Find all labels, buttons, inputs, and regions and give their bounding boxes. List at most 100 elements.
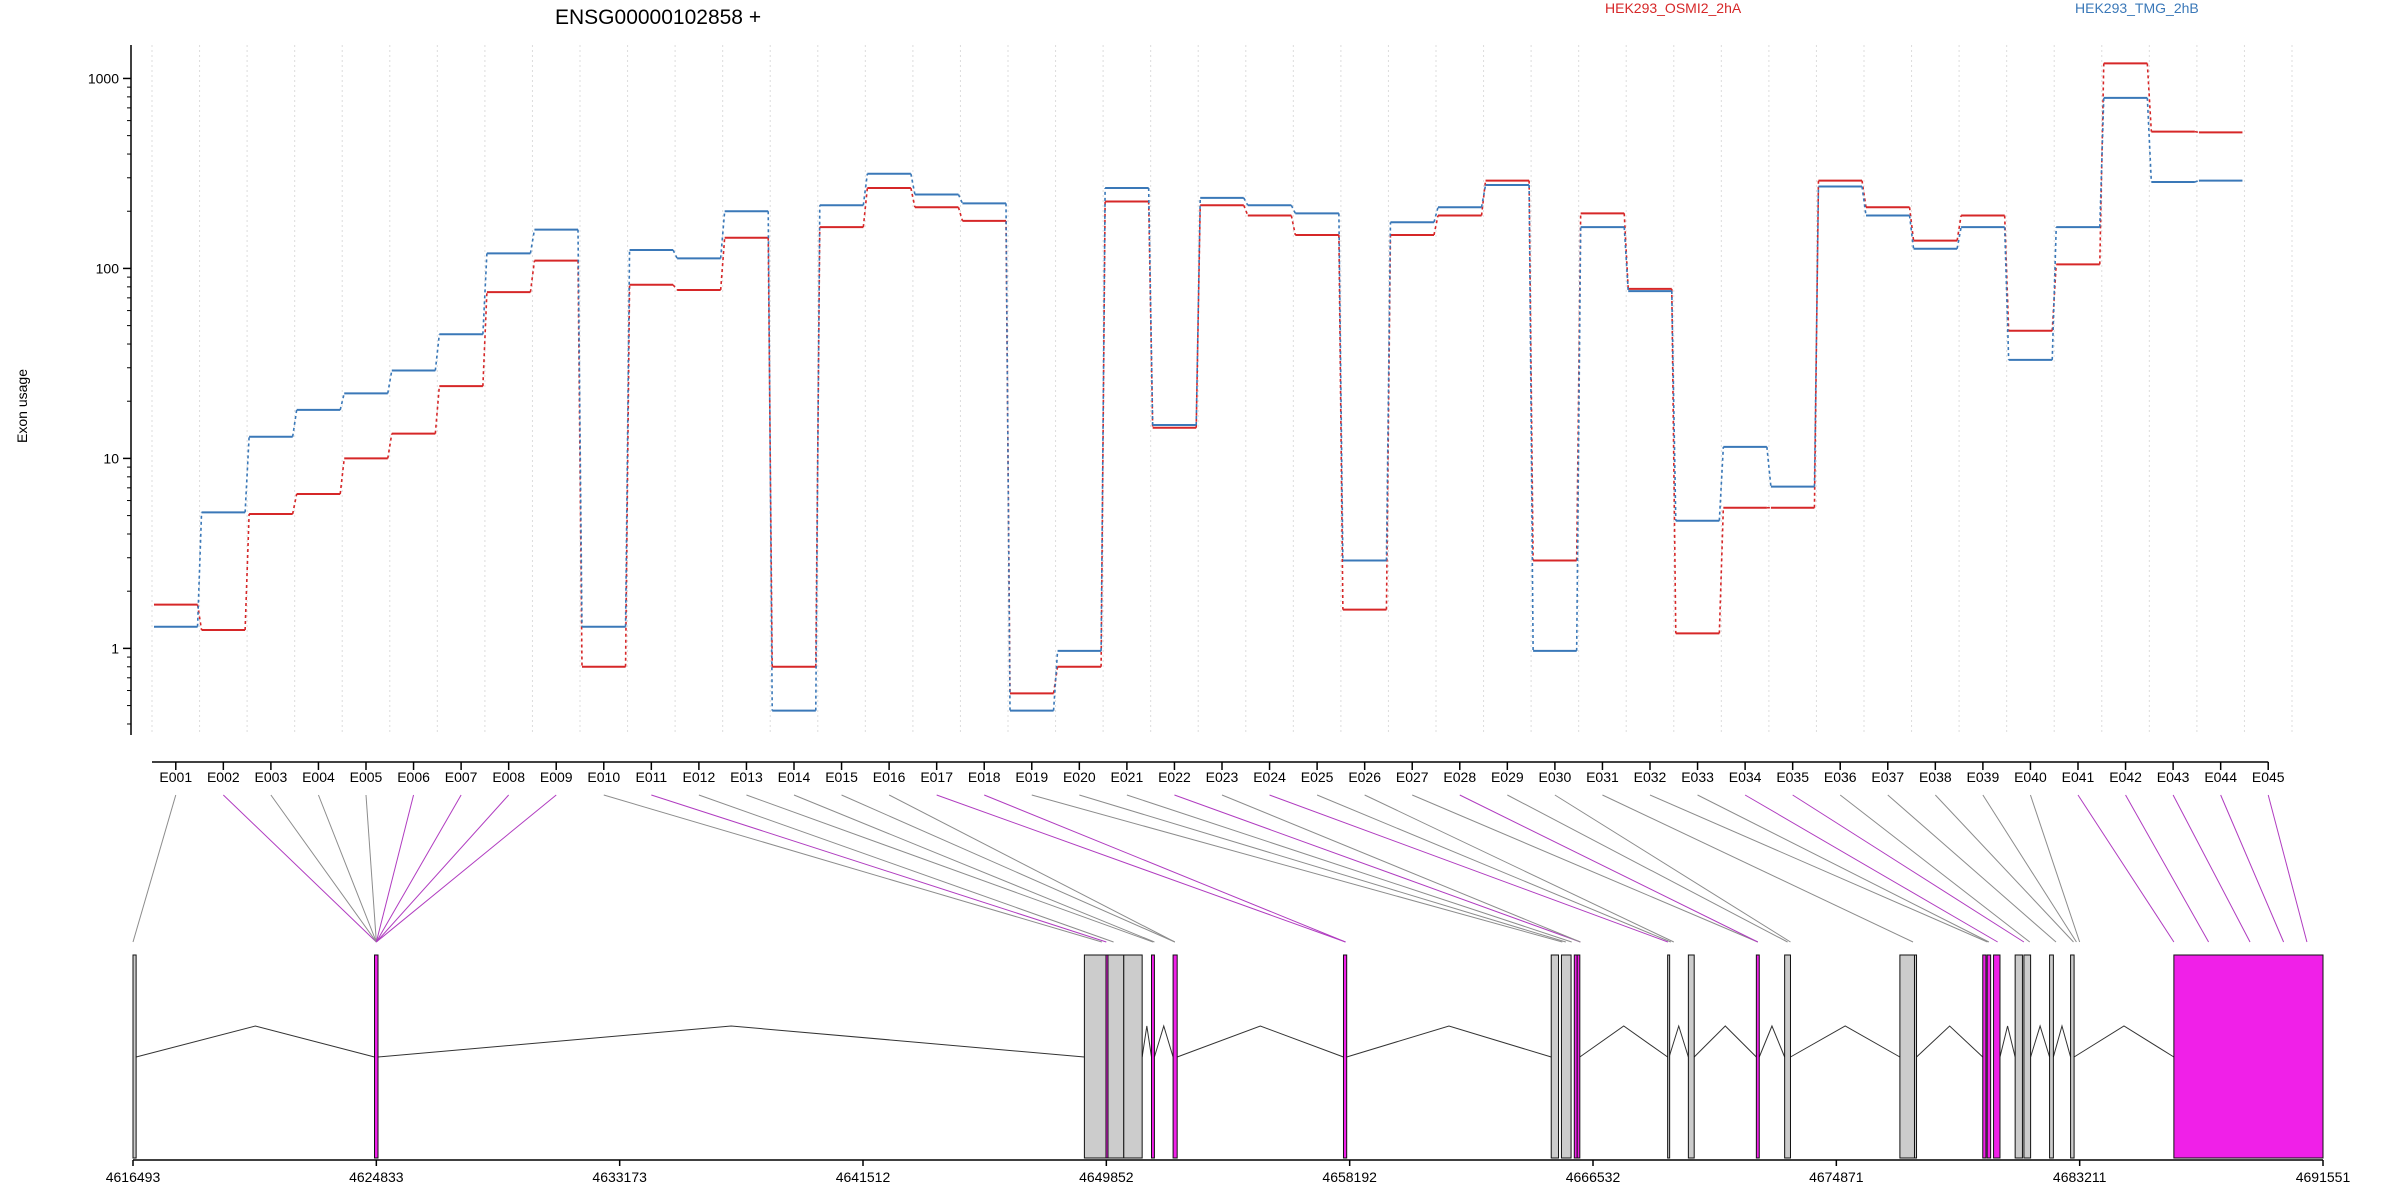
- series-2-connector: [339, 393, 345, 411]
- exon-connector: [936, 794, 1346, 943]
- exon-connector: [1982, 794, 2077, 943]
- exon-connector: [746, 794, 1154, 943]
- series-2-connector: [1290, 204, 1297, 214]
- exon-label: E009: [540, 769, 573, 785]
- exon-connector: [698, 794, 1114, 943]
- exon-block-significant: [1342, 954, 1348, 1159]
- exon-connector: [1602, 794, 1914, 943]
- exon-label: E005: [350, 769, 383, 785]
- exon-connector: [1174, 794, 1581, 943]
- series-1-connector: [196, 604, 203, 631]
- series-1-connector: [244, 513, 250, 631]
- exon-label: E041: [2062, 769, 2095, 785]
- exon-connector: [1412, 794, 1758, 943]
- exon-label: E014: [778, 769, 811, 785]
- series-1-connector: [2098, 63, 2105, 265]
- intron-line: [1579, 1025, 1668, 1058]
- exon-connector: [888, 794, 1176, 943]
- intron-line: [1176, 1025, 1344, 1058]
- exon-connector: [841, 794, 1176, 943]
- series-1-connector: [1813, 180, 1820, 508]
- exon-connector: [1364, 794, 1674, 943]
- series-2-connector: [1195, 197, 1202, 425]
- series-2-connector: [1861, 186, 1867, 216]
- series-1-connector: [386, 433, 393, 459]
- series-2-connector: [1766, 446, 1772, 487]
- intron-line: [2052, 1024, 2072, 1058]
- series-2-connector: [482, 253, 488, 335]
- series-2-connector: [624, 250, 631, 627]
- exon-label: E017: [920, 769, 953, 785]
- exon-connector: [270, 794, 377, 943]
- series-2-connector: [719, 211, 726, 259]
- exon-block: [132, 954, 137, 1159]
- exon-block: [1123, 954, 1143, 1159]
- legend-series-2: HEK293_TMG_2hB: [2075, 0, 2199, 16]
- exon-connector: [365, 794, 377, 943]
- exon-label: E001: [159, 769, 192, 785]
- series-2-connector: [1813, 186, 1820, 487]
- exon-label: E031: [1586, 769, 1619, 785]
- exon-connector: [376, 794, 557, 943]
- exon-label: E035: [1776, 769, 1809, 785]
- exon-block-significant: [1105, 954, 1109, 1159]
- exon-label: E027: [1396, 769, 1429, 785]
- genomic-tick-label: 4658192: [1322, 1169, 1377, 1185]
- exon-connector: [375, 794, 462, 943]
- intron-line: [1916, 1025, 1984, 1058]
- genomic-tick-label: 4616493: [106, 1169, 161, 1185]
- y-tick-label: 1: [111, 640, 119, 656]
- exon-block: [1083, 954, 1125, 1159]
- exon-block-significant: [1576, 954, 1581, 1159]
- exon-label: E002: [207, 769, 240, 785]
- genomic-tick-label: 4633173: [592, 1169, 647, 1185]
- exon-label: E037: [1871, 769, 1904, 785]
- series-1-connector: [862, 187, 869, 228]
- exon-label: E003: [255, 769, 288, 785]
- exon-connector: [2172, 794, 2251, 943]
- series-1-connector: [434, 386, 441, 434]
- series-1-connector: [1718, 507, 1725, 634]
- genomic-tick-label: 4624833: [349, 1169, 404, 1185]
- exon-connector: [984, 794, 1346, 943]
- series-2-connector: [1005, 203, 1011, 711]
- exon-label: E044: [2204, 769, 2237, 785]
- exon-connector: [375, 794, 510, 943]
- exon-connector: [1697, 794, 1990, 943]
- exon-label: E030: [1539, 769, 1572, 785]
- series-2-connector: [1718, 446, 1725, 521]
- exon-block: [1913, 954, 1918, 1159]
- exon-connector: [2220, 794, 2285, 943]
- series-2-connector: [244, 436, 250, 513]
- exon-label: E010: [587, 769, 620, 785]
- exon-connector: [1744, 794, 1998, 943]
- exon-label: E020: [1063, 769, 1096, 785]
- series-2-connector: [862, 173, 869, 206]
- exon-connector: [1887, 794, 2057, 943]
- exon-label: E026: [1348, 769, 1381, 785]
- exon-block-significant: [1150, 954, 1155, 1159]
- series-2-connector: [2051, 227, 2058, 360]
- exon-connector: [1792, 794, 2025, 943]
- series-2-connector: [1433, 207, 1439, 223]
- exon-block-significant: [1993, 954, 2001, 1159]
- exon-label: E022: [1158, 769, 1191, 785]
- intron-line: [1790, 1025, 1901, 1058]
- series-2-connector: [957, 194, 964, 204]
- intron-line: [1758, 1024, 1786, 1058]
- series-2-connector: [434, 334, 441, 371]
- exon-connector: [603, 794, 1103, 943]
- exon-connector: [793, 794, 1155, 943]
- exon-connector: [1316, 794, 1672, 943]
- intron-line: [1141, 1025, 1152, 1058]
- exon-label: E011: [635, 769, 667, 785]
- exon-label: E024: [1253, 769, 1286, 785]
- exon-block: [2014, 954, 2023, 1159]
- exon-block: [1899, 954, 1915, 1159]
- genomic-tick-label: 4641512: [836, 1169, 891, 1185]
- series-2-connector: [2003, 227, 2010, 360]
- exon-connector: [2267, 794, 2308, 943]
- exon-block: [1784, 954, 1791, 1159]
- series-2-connector: [196, 512, 203, 627]
